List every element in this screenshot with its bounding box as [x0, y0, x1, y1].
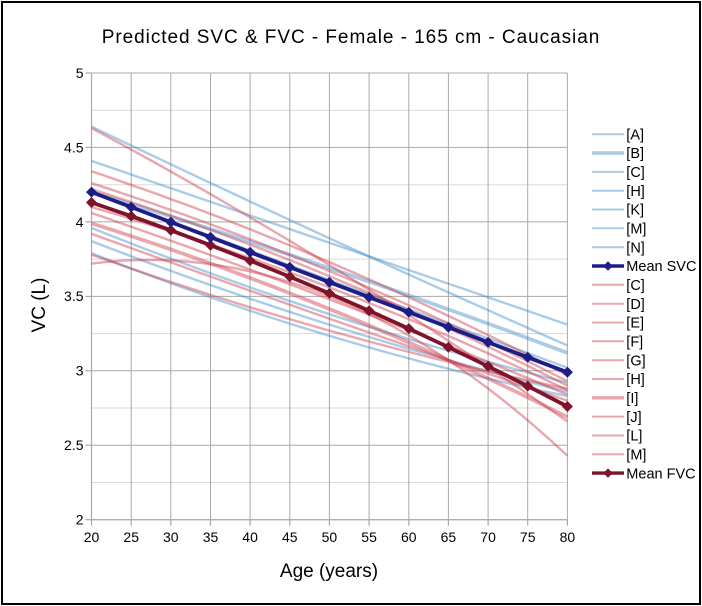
svg-text:[C]: [C] — [626, 278, 645, 294]
svg-text:35: 35 — [203, 529, 219, 545]
svg-text:[A]: [A] — [626, 127, 644, 143]
svg-text:VC (L): VC (L) — [29, 278, 50, 333]
svg-text:4: 4 — [76, 214, 84, 230]
svg-text:4.5: 4.5 — [64, 139, 84, 155]
svg-text:70: 70 — [480, 529, 496, 545]
svg-text:[H]: [H] — [626, 184, 645, 200]
svg-text:25: 25 — [123, 529, 139, 545]
svg-text:[E]: [E] — [626, 316, 644, 332]
svg-text:65: 65 — [441, 529, 457, 545]
svg-text:Mean FVC: Mean FVC — [626, 466, 695, 482]
svg-text:Mean SVC: Mean SVC — [626, 259, 696, 275]
svg-text:[I]: [I] — [626, 391, 638, 407]
svg-text:2: 2 — [76, 512, 84, 528]
svg-text:75: 75 — [520, 529, 536, 545]
svg-text:30: 30 — [163, 529, 179, 545]
svg-text:[L]: [L] — [626, 429, 642, 445]
svg-text:[C]: [C] — [626, 165, 645, 181]
svg-text:[D]: [D] — [626, 297, 645, 313]
svg-text:Predicted SVC & FVC - Female -: Predicted SVC & FVC - Female - 165 cm - … — [102, 27, 601, 48]
svg-text:60: 60 — [401, 529, 417, 545]
svg-text:Age (years): Age (years) — [280, 561, 378, 582]
svg-text:50: 50 — [322, 529, 338, 545]
svg-text:[K]: [K] — [626, 203, 644, 219]
svg-text:80: 80 — [560, 529, 576, 545]
svg-text:[M]: [M] — [626, 448, 646, 464]
svg-text:[N]: [N] — [626, 240, 645, 256]
svg-text:55: 55 — [361, 529, 377, 545]
svg-text:40: 40 — [242, 529, 258, 545]
svg-text:45: 45 — [282, 529, 298, 545]
svg-text:[H]: [H] — [626, 372, 645, 388]
svg-text:[J]: [J] — [626, 410, 641, 426]
svg-text:3.5: 3.5 — [64, 288, 84, 304]
svg-text:5: 5 — [76, 65, 84, 81]
svg-text:[F]: [F] — [626, 335, 643, 351]
svg-text:[M]: [M] — [626, 222, 646, 238]
svg-text:[G]: [G] — [626, 353, 645, 369]
svg-text:2.5: 2.5 — [64, 437, 84, 453]
svg-text:3: 3 — [76, 363, 84, 379]
svg-text:20: 20 — [84, 529, 100, 545]
svg-text:[B]: [B] — [626, 146, 644, 162]
